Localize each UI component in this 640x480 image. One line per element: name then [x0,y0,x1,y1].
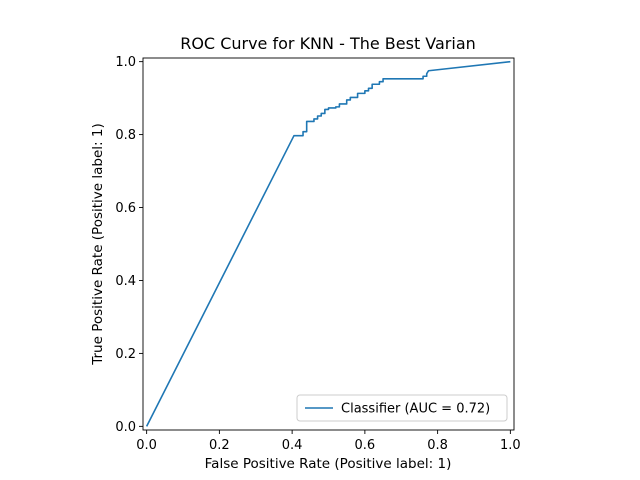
x-tick-label: 0.8 [427,438,448,453]
plot-area [142,57,515,431]
legend-entry: Classifier (AUC = 0.72) [341,402,490,417]
chart-title: ROC Curve for KNN - The Best Varian [180,34,476,53]
legend-box [296,394,508,422]
y-tick-label: 1.0 [115,55,136,70]
y-tick-label: 0.2 [115,347,136,362]
y-tick-label: 0.6 [115,201,136,216]
x-tick-label: 0.0 [136,438,157,453]
y-tick-label: 0.0 [115,420,136,435]
y-axis-label: True Positive Rate (Positive label: 1) [90,123,106,366]
x-tick-label: 0.2 [209,438,230,453]
x-axis: 0.0 0.2 0.4 0.6 0.8 1.0 [136,430,521,453]
roc-curve-line [145,60,511,427]
legend: Classifier (AUC = 0.72) [296,394,508,422]
y-tick-label: 0.8 [115,128,136,143]
x-tick-label: 1.0 [500,438,521,453]
y-axis: 0.0 0.2 0.4 0.6 0.8 1.0 [115,55,143,435]
x-tick-label: 0.4 [282,438,303,453]
x-tick-label: 0.6 [355,438,376,453]
axes-frame [142,57,515,431]
x-axis-label: False Positive Rate (Positive label: 1) [205,456,452,472]
y-tick-label: 0.4 [115,274,136,289]
